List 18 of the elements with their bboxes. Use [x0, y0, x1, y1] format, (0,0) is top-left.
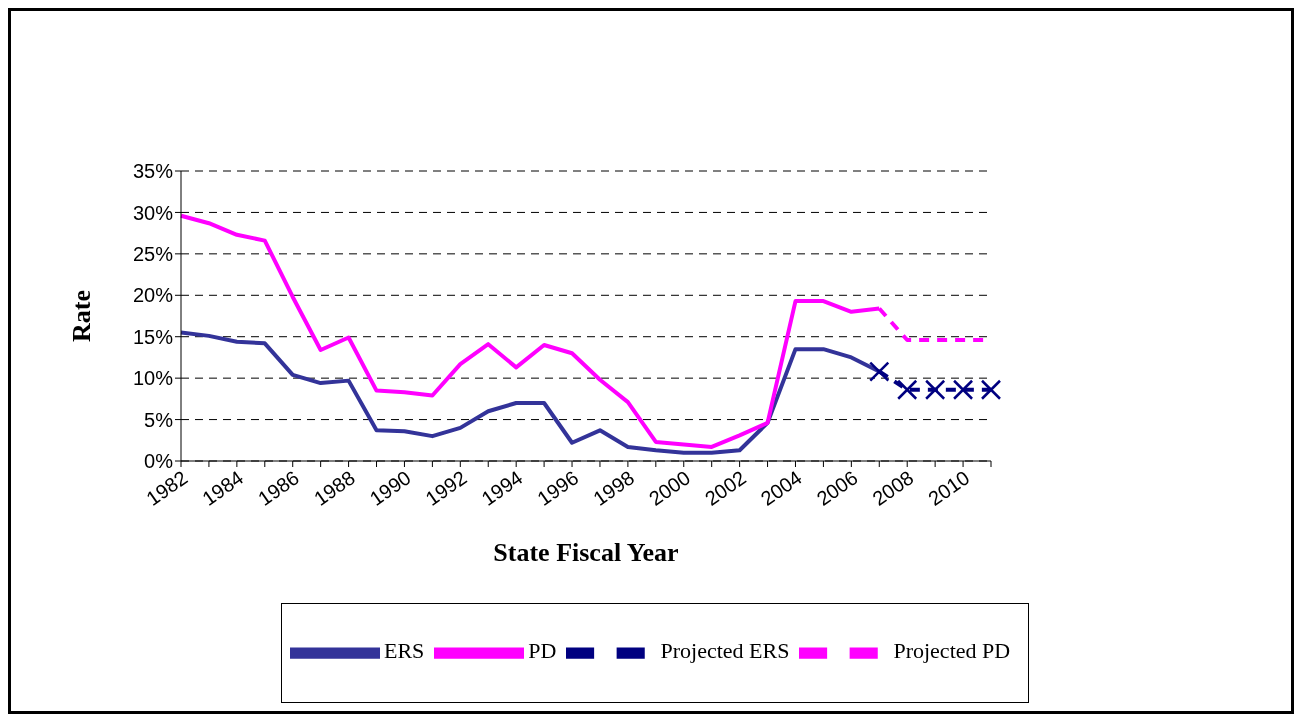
legend-label: PD: [528, 638, 557, 664]
y-tick-label: 0%: [144, 450, 174, 473]
line-series: [179, 330, 882, 455]
y-tick-label: 30%: [132, 201, 174, 224]
y-tick-label: 10%: [132, 367, 174, 390]
y-tick-label: 5%: [144, 408, 174, 431]
legend-label: Projected PD: [893, 638, 1011, 664]
x-tick-label: 1990: [365, 466, 415, 510]
legend-label: ERS: [384, 638, 425, 664]
legend-label: Projected ERS: [660, 638, 790, 664]
y-axis-title: Rate: [67, 290, 97, 342]
y-tick-label: 25%: [132, 242, 174, 265]
x-tick-label: 2000: [644, 466, 695, 510]
y-tick-label: 35%: [132, 160, 174, 183]
x-tick-label: 2010: [924, 466, 974, 510]
x-axis-title: State Fiscal Year: [493, 538, 679, 567]
y-tick-label: 15%: [132, 325, 174, 348]
y-tick-label: 20%: [132, 284, 174, 307]
